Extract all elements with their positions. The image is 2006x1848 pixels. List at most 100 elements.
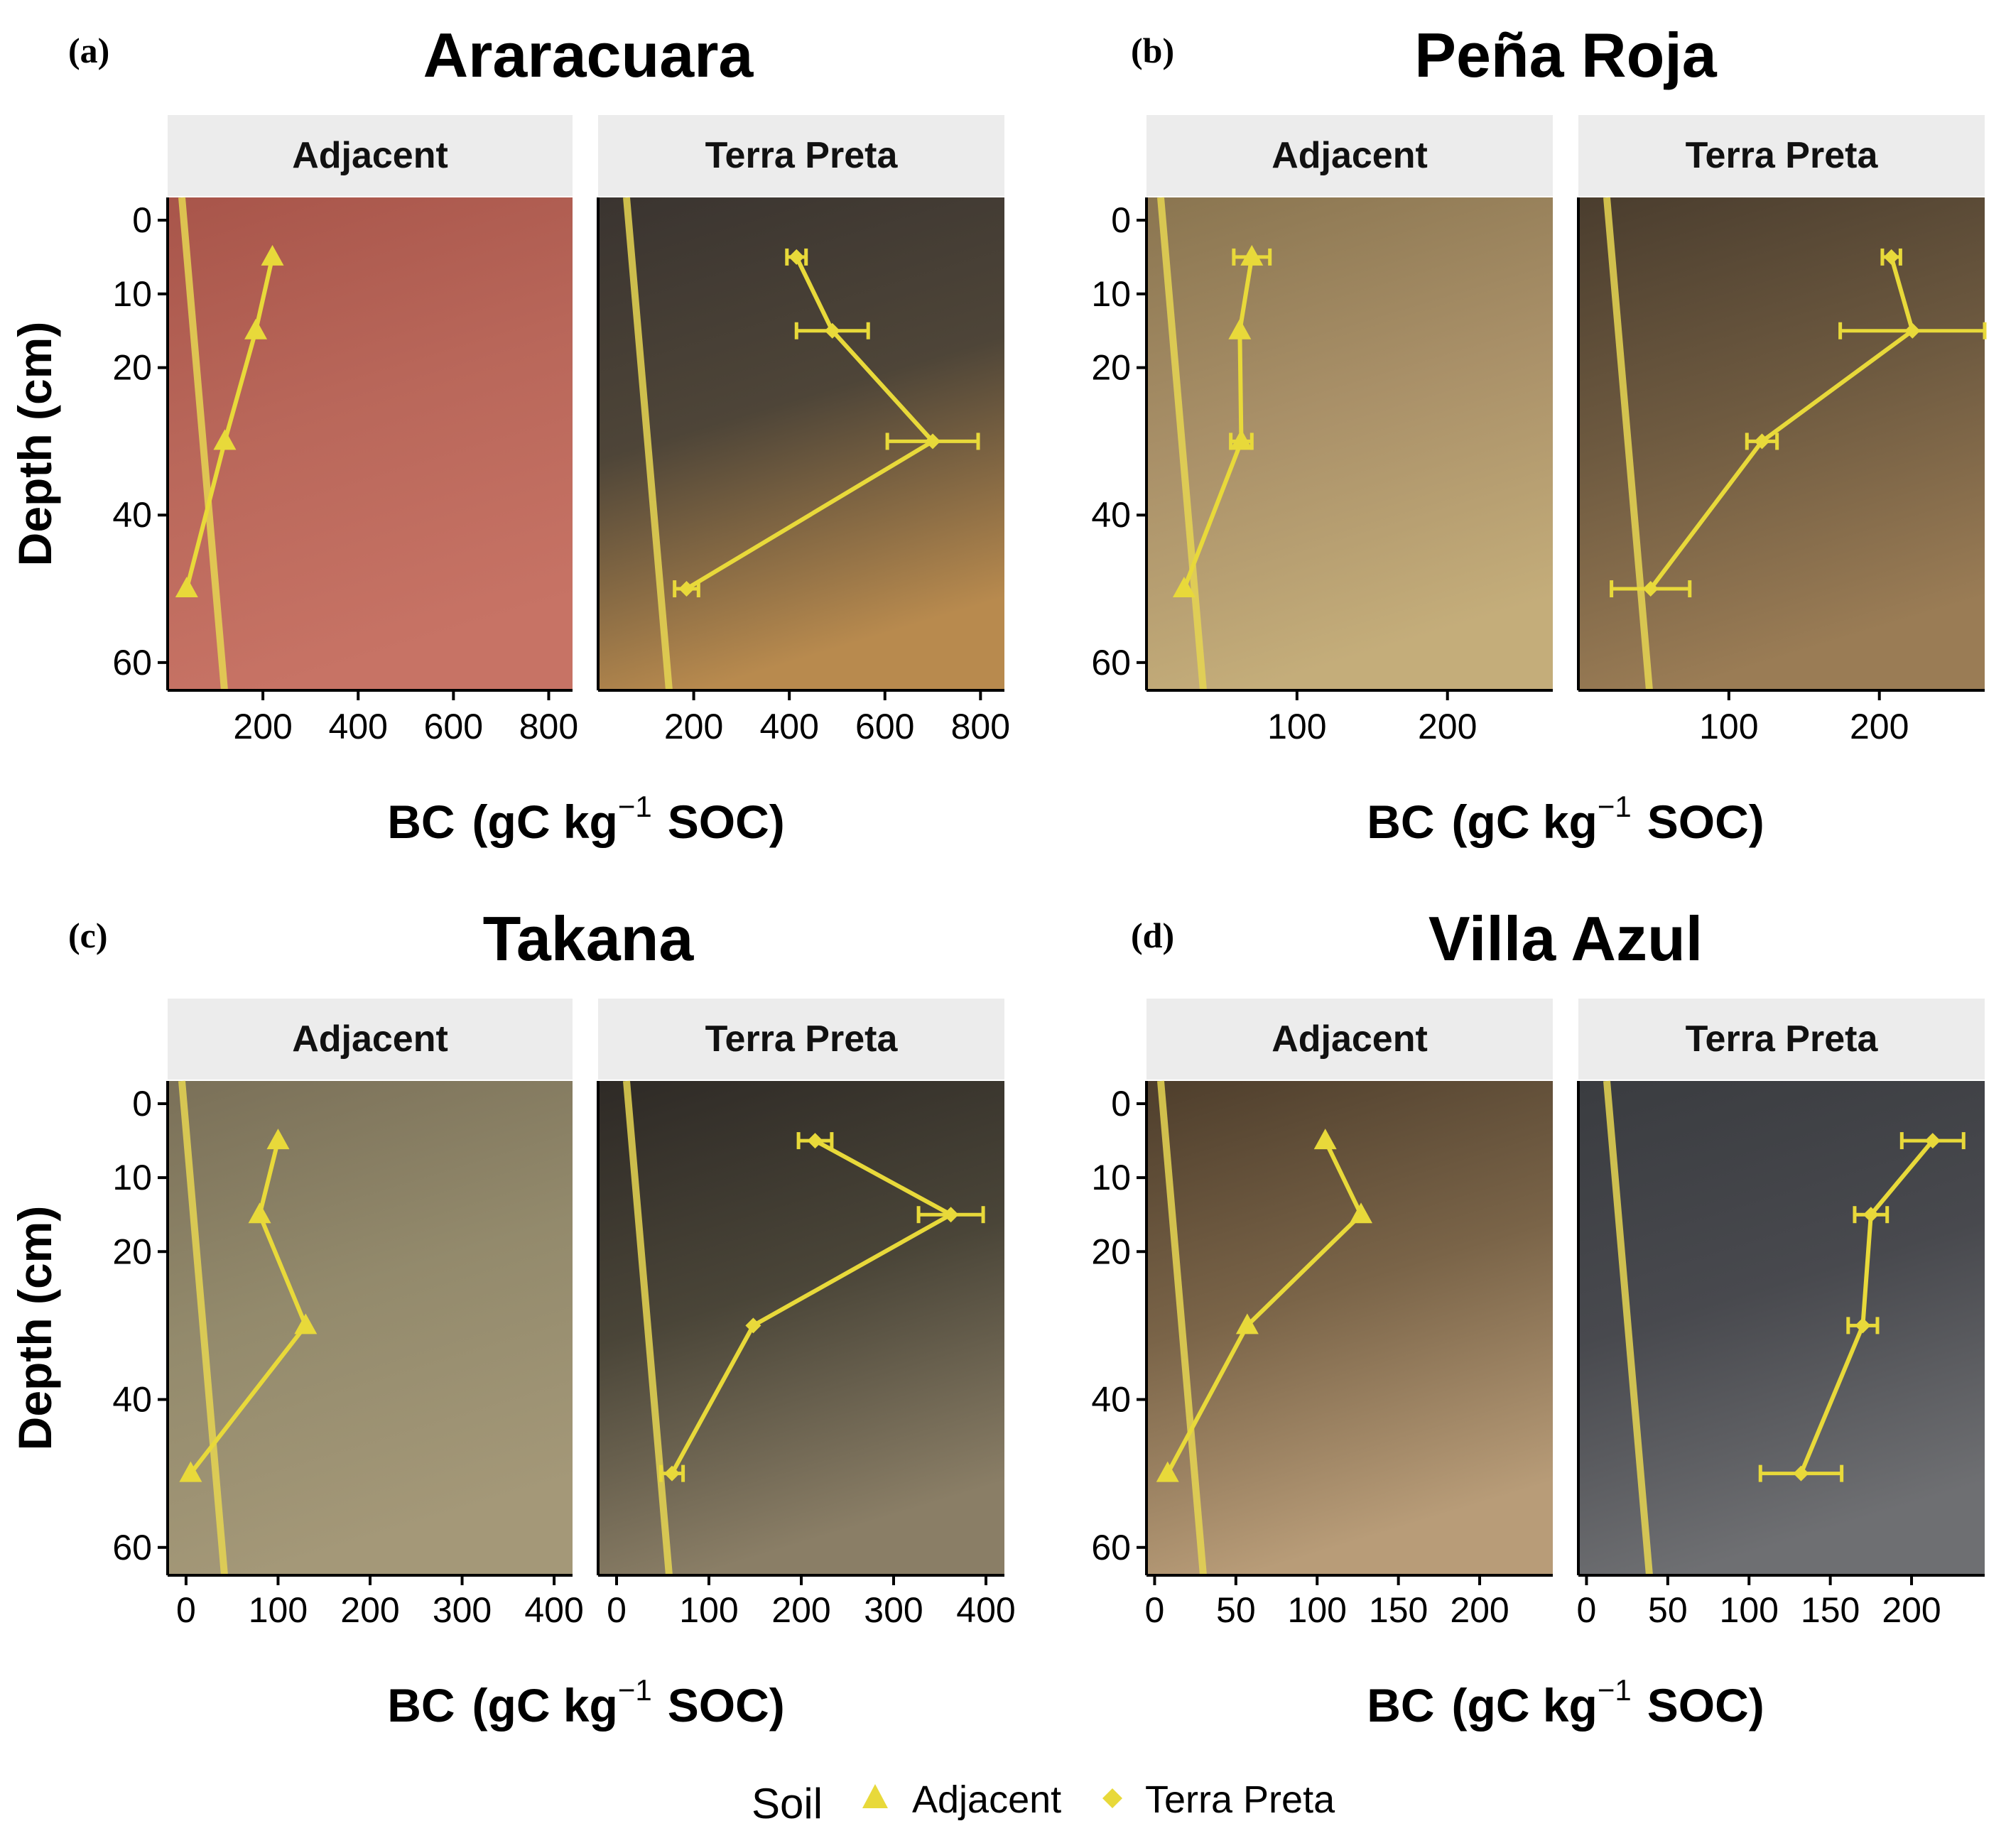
x-axis-title-paren-close: ) bbox=[1749, 1679, 1764, 1732]
x-tick-label: 300 bbox=[864, 1590, 923, 1630]
soil-photo bbox=[1578, 197, 1985, 690]
data-point-triangle bbox=[1235, 1313, 1259, 1335]
x-axis-title-main: BC bbox=[387, 795, 455, 848]
y-tick-label: 40 bbox=[1091, 495, 1131, 535]
facet-strip bbox=[1578, 999, 1985, 1080]
x-axis-title: BC (gC kg−1 SOC) bbox=[387, 1673, 785, 1732]
x-tick-label: 400 bbox=[956, 1590, 1015, 1630]
y-tick-label: 0 bbox=[1111, 1084, 1131, 1124]
data-point-triangle bbox=[213, 429, 237, 450]
panel-1: (a) Araracuara Adjacent 0 10 20 40 60 200 400 600 8… bbox=[9, 20, 1010, 848]
series-line bbox=[184, 256, 275, 589]
y-tick-label: 10 bbox=[1091, 274, 1131, 314]
y-tick-label: 40 bbox=[1091, 1380, 1131, 1420]
x-tick-label: 100 bbox=[1720, 1590, 1779, 1630]
y-tick-label: 10 bbox=[112, 274, 152, 314]
facet-terra-preta: Terra Preta 0 100 200 300 400 bbox=[597, 999, 1016, 1630]
measuring-tape bbox=[1157, 1080, 1207, 1576]
x-tick-label: 0 bbox=[176, 1590, 196, 1630]
x-tick-label: 400 bbox=[524, 1590, 583, 1630]
x-axis-title-paren: ( bbox=[472, 795, 488, 848]
measuring-tape bbox=[1157, 197, 1207, 691]
data-point-diamond bbox=[1642, 581, 1659, 597]
facet-adjacent: Adjacent 0 10 20 40 60 0 100 200 300 400 bbox=[112, 999, 584, 1630]
panel-letter: (b) bbox=[1131, 31, 1174, 70]
facet-strip-label: Adjacent bbox=[292, 1018, 448, 1060]
x-tick-label: 300 bbox=[433, 1590, 492, 1630]
y-tick-label: 40 bbox=[112, 495, 152, 535]
x-tick-label: 150 bbox=[1369, 1590, 1428, 1630]
x-axis-title-unit: gC kg bbox=[488, 795, 618, 848]
y-tick-label: 20 bbox=[112, 1232, 152, 1271]
data-point-triangle bbox=[1228, 318, 1252, 339]
data-point-diamond bbox=[1754, 433, 1770, 450]
series-line bbox=[1166, 1139, 1364, 1475]
x-axis-title-paren-close: ) bbox=[769, 1679, 785, 1732]
y-tick-label: 10 bbox=[1091, 1158, 1131, 1197]
data-point-diamond bbox=[788, 249, 805, 265]
x-tick-label: 600 bbox=[855, 707, 914, 746]
x-tick-label: 200 bbox=[1850, 707, 1909, 746]
site-title: Araracuara bbox=[423, 20, 754, 90]
facet-adjacent: Adjacent 0 10 20 40 60 100 200 bbox=[1091, 115, 1553, 746]
soil-photo bbox=[598, 1081, 1004, 1575]
y-tick-label: 0 bbox=[1111, 200, 1131, 240]
x-axis-title-unit: gC kg bbox=[1468, 1679, 1598, 1732]
facet-strip-label: Adjacent bbox=[1272, 135, 1428, 176]
x-axis-title-main: BC bbox=[387, 1679, 455, 1732]
facet-strip bbox=[1146, 115, 1553, 196]
x-axis-title: BC (gC kg−1 SOC) bbox=[387, 790, 785, 848]
x-tick-label: 150 bbox=[1801, 1590, 1860, 1630]
soil-photo bbox=[168, 197, 573, 690]
data-point-diamond bbox=[1883, 249, 1899, 265]
measuring-tape bbox=[623, 197, 673, 691]
soil-photo bbox=[1578, 1081, 1985, 1575]
x-axis-title-sup: −1 bbox=[1598, 790, 1632, 823]
y-tick-label: 60 bbox=[1091, 1528, 1131, 1567]
x-tick-label: 50 bbox=[1648, 1590, 1688, 1630]
measuring-tape bbox=[178, 197, 228, 691]
x-tick-label: 200 bbox=[664, 707, 723, 746]
x-tick-label: 100 bbox=[1267, 707, 1326, 746]
series-line bbox=[189, 1140, 308, 1475]
data-point-triangle bbox=[175, 577, 198, 598]
facet-strip bbox=[598, 115, 1004, 196]
data-point-diamond bbox=[1904, 322, 1921, 339]
data-point-triangle bbox=[1350, 1202, 1373, 1224]
x-axis-title-unit-post: SOC bbox=[668, 1679, 769, 1732]
facet-strip bbox=[1578, 115, 1985, 196]
data-point-diamond bbox=[807, 1133, 823, 1149]
panel-letter: (a) bbox=[68, 31, 109, 70]
y-tick-label: 20 bbox=[112, 348, 152, 388]
data-point-diamond bbox=[745, 1317, 761, 1334]
data-point-diamond bbox=[824, 322, 840, 339]
data-point-diamond bbox=[1793, 1465, 1809, 1482]
x-axis-title-unit-post: SOC bbox=[1647, 1679, 1749, 1732]
x-tick-label: 200 bbox=[1882, 1590, 1941, 1630]
x-axis-title-sup: −1 bbox=[1598, 1673, 1632, 1707]
x-tick-label: 200 bbox=[1450, 1590, 1509, 1630]
legend-diamond-icon bbox=[1102, 1788, 1122, 1808]
x-axis-title-sup: −1 bbox=[618, 1673, 652, 1707]
site-title: Peña Roja bbox=[1414, 20, 1718, 90]
y-tick-label: 10 bbox=[112, 1158, 152, 1197]
facet-terra-preta: Terra Preta 200 400 600 800 bbox=[597, 115, 1010, 746]
facet-strip bbox=[1146, 999, 1553, 1080]
series-line bbox=[1182, 256, 1254, 590]
series-line bbox=[670, 1138, 953, 1475]
data-point-diamond bbox=[678, 581, 695, 597]
data-point-triangle bbox=[1172, 577, 1196, 598]
site-title: Takana bbox=[483, 903, 695, 974]
x-axis-title-unit-post: SOC bbox=[668, 795, 769, 848]
panel-letter: (c) bbox=[68, 915, 108, 955]
x-axis-title-paren-close: ) bbox=[1749, 795, 1764, 848]
x-tick-label: 100 bbox=[249, 1590, 308, 1630]
y-tick-label: 20 bbox=[1091, 348, 1131, 388]
facet-strip-label: Terra Preta bbox=[705, 135, 899, 176]
data-point-triangle bbox=[1240, 244, 1264, 266]
x-axis-title-unit: gC kg bbox=[488, 1679, 618, 1732]
data-point-triangle bbox=[294, 1313, 318, 1335]
panel-letter: (d) bbox=[1131, 915, 1174, 955]
